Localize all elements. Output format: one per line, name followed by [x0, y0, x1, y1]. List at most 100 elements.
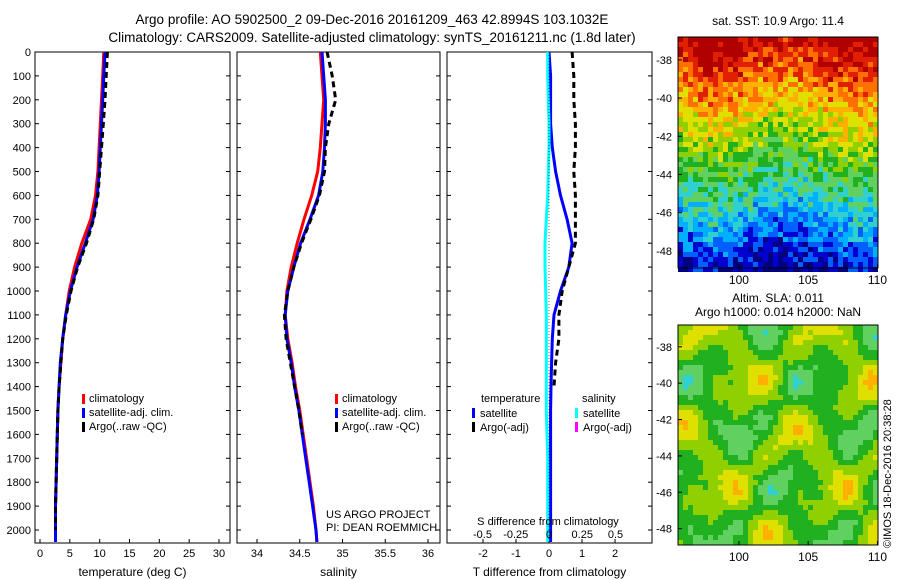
map-cell — [723, 430, 728, 435]
map-cell — [708, 385, 713, 390]
map-cell — [753, 157, 758, 162]
map-cell — [798, 395, 803, 400]
map-x-label: 100 — [729, 550, 749, 564]
map-cell — [833, 87, 838, 92]
map-cell — [863, 480, 868, 485]
map-cell — [708, 390, 713, 395]
map-cell — [728, 257, 733, 262]
map-cell — [798, 247, 803, 252]
map-cell — [733, 267, 738, 272]
map-cell — [708, 335, 713, 340]
top-tick-label: 0 — [546, 529, 552, 541]
map-cell — [793, 107, 798, 112]
map-cell — [793, 515, 798, 520]
map-cell — [858, 400, 863, 405]
map-cell — [748, 47, 753, 52]
map-cell — [738, 147, 743, 152]
map-cell — [693, 450, 698, 455]
map-cell — [703, 515, 708, 520]
map-cell — [753, 445, 758, 450]
map-cell — [788, 222, 793, 227]
map-cell — [868, 247, 873, 252]
map-cell — [743, 450, 748, 455]
map-cell — [818, 430, 823, 435]
map-cell — [798, 370, 803, 375]
map-cell — [848, 57, 853, 62]
map-cell — [738, 540, 743, 545]
map-cell — [813, 97, 818, 102]
map-cell — [863, 455, 868, 460]
map-cell — [708, 540, 713, 545]
map-cell — [763, 475, 768, 480]
map-cell — [743, 237, 748, 242]
map-cell — [738, 345, 743, 350]
map-cell — [763, 370, 768, 375]
map-cell — [698, 162, 703, 167]
map-cell — [868, 345, 873, 350]
map-cell — [763, 47, 768, 52]
map-cell — [788, 450, 793, 455]
map-cell — [788, 217, 793, 222]
map-cell — [773, 365, 778, 370]
map-cell — [698, 222, 703, 227]
map-cell — [823, 137, 828, 142]
map-cell — [678, 167, 683, 172]
map-cell — [793, 365, 798, 370]
map-cell — [773, 330, 778, 335]
map-cell — [803, 252, 808, 257]
map-cell — [748, 355, 753, 360]
map-cell — [808, 77, 813, 82]
map-cell — [848, 450, 853, 455]
map-cell — [803, 410, 808, 415]
map-cell — [838, 395, 843, 400]
map-cell — [758, 535, 763, 540]
map-cell — [843, 187, 848, 192]
map-cell — [813, 227, 818, 232]
map-cell — [703, 172, 708, 177]
map-cell — [838, 47, 843, 52]
map-cell — [713, 37, 718, 42]
map-cell — [828, 252, 833, 257]
map-cell — [868, 187, 873, 192]
map-cell — [808, 395, 813, 400]
map-cell — [763, 340, 768, 345]
map-cell — [693, 122, 698, 127]
map-cell — [723, 510, 728, 515]
map-cell — [858, 47, 863, 52]
map-cell — [868, 177, 873, 182]
map-cell — [698, 345, 703, 350]
map-cell — [873, 207, 878, 212]
map-cell — [833, 147, 838, 152]
map-cell — [813, 395, 818, 400]
map-cell — [788, 510, 793, 515]
map-cell — [678, 455, 683, 460]
map-cell — [768, 67, 773, 72]
map-cell — [838, 335, 843, 340]
y-tick-label: 1600 — [7, 429, 31, 441]
map-cell — [808, 335, 813, 340]
y-tick-label: 1300 — [7, 358, 31, 370]
map-cell — [688, 435, 693, 440]
map-cell — [788, 345, 793, 350]
map-cell — [683, 375, 688, 380]
map-cell — [873, 490, 878, 495]
map-cell — [713, 435, 718, 440]
map-cell — [728, 500, 733, 505]
map-cell — [728, 345, 733, 350]
map-cell — [863, 87, 868, 92]
map-cell — [853, 182, 858, 187]
map-cell — [688, 42, 693, 47]
project-label: US ARGO PROJECT — [326, 509, 431, 521]
map-cell — [763, 202, 768, 207]
map-cell — [753, 97, 758, 102]
map-cell — [823, 325, 828, 330]
x-tick-label: -2 — [478, 548, 488, 560]
map-cell — [793, 202, 798, 207]
map-cell — [748, 350, 753, 355]
map-cell — [753, 440, 758, 445]
map-cell — [733, 117, 738, 122]
map-cell — [858, 445, 863, 450]
map-cell — [838, 172, 843, 177]
map-cell — [753, 172, 758, 177]
map-cell — [678, 450, 683, 455]
